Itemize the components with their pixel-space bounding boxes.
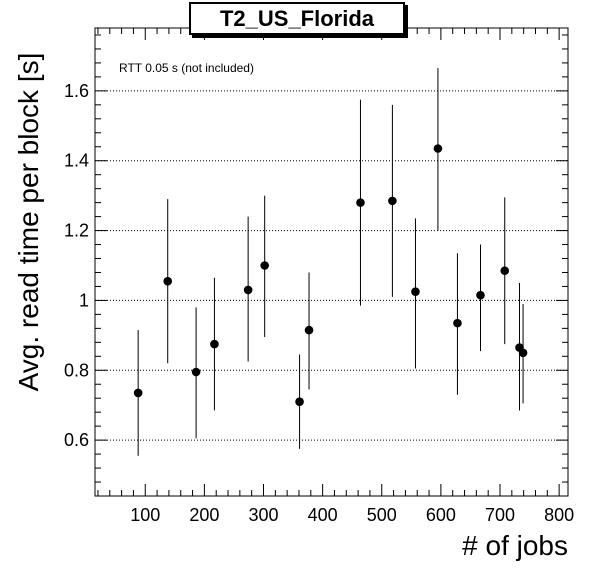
y-tick-label: 0.6 xyxy=(64,430,89,450)
x-tick-label: 600 xyxy=(426,505,456,525)
y-tick-label: 0.8 xyxy=(64,360,89,380)
data-point xyxy=(163,276,173,286)
x-tick-label: 700 xyxy=(485,505,515,525)
y-tick-label: 1.4 xyxy=(64,151,89,171)
x-tick-label: 300 xyxy=(248,505,278,525)
x-tick-label: 500 xyxy=(367,505,397,525)
data-point xyxy=(191,367,201,377)
data-point xyxy=(243,285,253,295)
x-tick-label: 100 xyxy=(130,505,160,525)
x-tick-label: 400 xyxy=(308,505,338,525)
x-tick-labels: 100 200 300 400 500 600 700 800 xyxy=(130,505,574,525)
data-point xyxy=(295,397,304,407)
grid-lines xyxy=(95,90,568,441)
y-tick-labels: 0.6 0.8 1 1.2 1.4 1.6 xyxy=(64,81,89,450)
y-tick-label: 1.6 xyxy=(64,81,89,101)
x-tick-label: 800 xyxy=(544,505,574,525)
error-bars xyxy=(137,68,524,456)
data-point xyxy=(356,198,365,207)
y-tick-label: 1.2 xyxy=(64,221,89,241)
data-point xyxy=(500,266,510,276)
data-point xyxy=(476,290,485,300)
data-point xyxy=(304,325,314,335)
axes xyxy=(94,27,569,497)
data-point xyxy=(518,348,528,358)
x-tick-label: 200 xyxy=(189,505,219,525)
data-point xyxy=(411,287,420,296)
y-tick-label: 1 xyxy=(79,290,89,310)
data-point xyxy=(388,196,397,206)
data-point xyxy=(433,144,443,153)
data-point xyxy=(260,261,269,270)
data-point xyxy=(133,388,143,398)
data-point xyxy=(210,339,219,349)
data-point xyxy=(453,318,462,328)
y-axis-label: Avg. read time per block [s] xyxy=(13,52,44,392)
rtt-annotation: RTT 0.05 s (not included) xyxy=(119,61,254,75)
plot-frame xyxy=(94,27,569,497)
x-axis-label: # of jobs xyxy=(462,530,568,561)
chart-title: T2_US_Florida xyxy=(189,2,405,35)
data-points xyxy=(133,144,528,407)
